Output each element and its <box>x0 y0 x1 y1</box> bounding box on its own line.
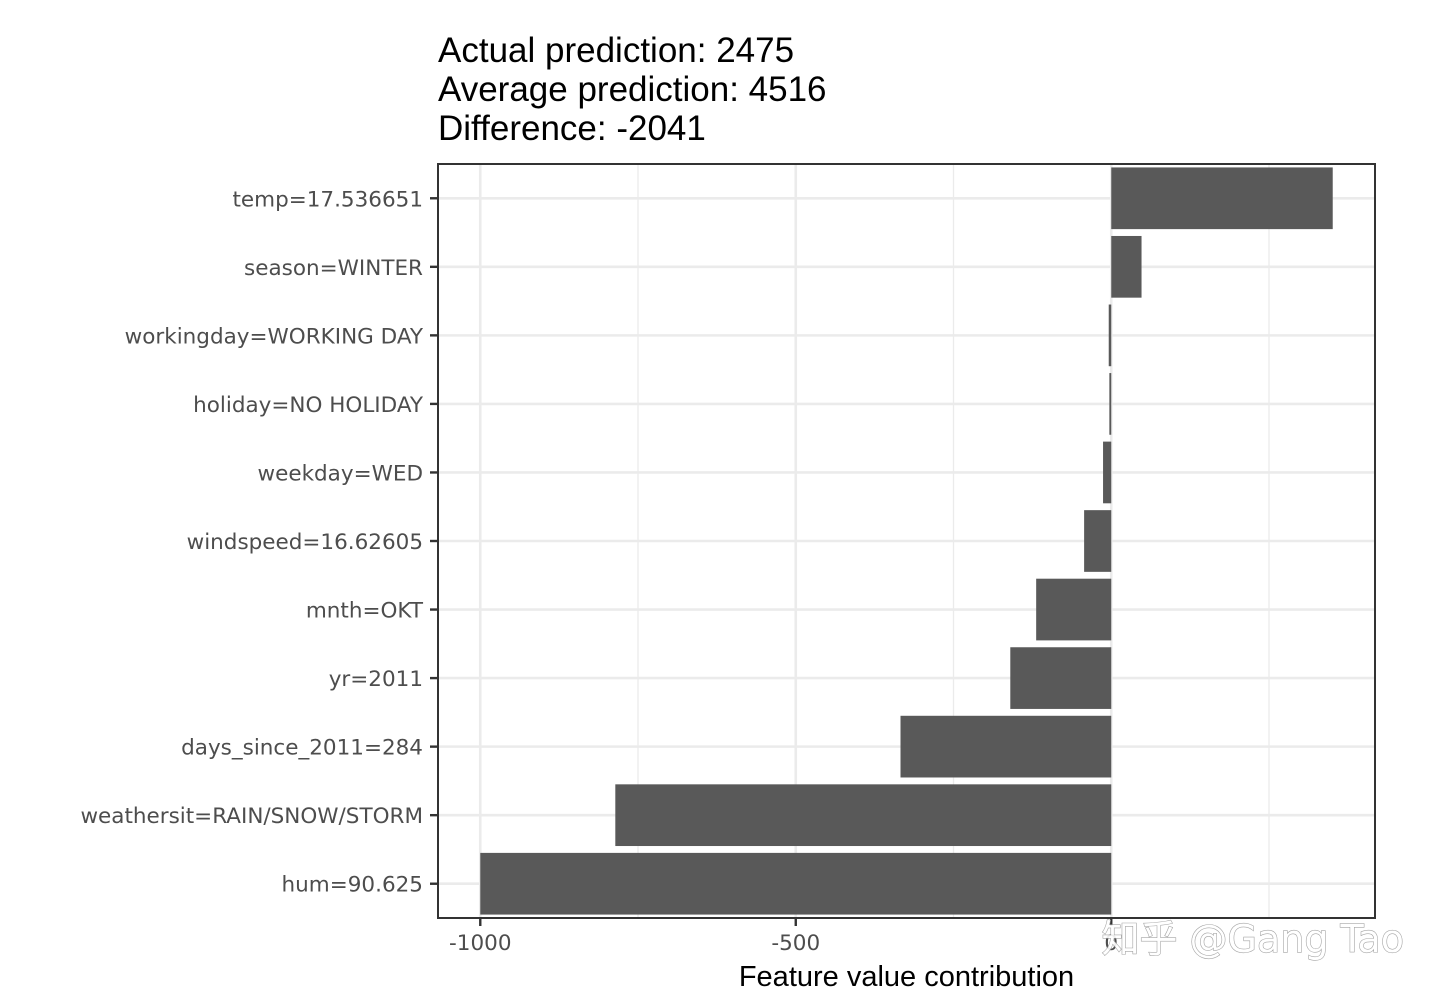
y-tick-label: hum=90.625 <box>282 873 423 898</box>
x-tick-label: -500 <box>771 931 820 956</box>
y-axis: temp=17.536651 season=WINTER workingday=WO… <box>80 187 438 898</box>
x-axis: -1000 -500 0 <box>449 918 1118 956</box>
y-tick-label: mnth=OKT <box>306 599 424 624</box>
bar <box>1109 373 1112 435</box>
bar <box>1084 510 1112 572</box>
bar <box>480 852 1112 915</box>
bar <box>1111 235 1142 298</box>
bar <box>1111 167 1333 230</box>
title-line: Difference: -2041 <box>438 109 706 148</box>
y-tick-label: workingday=WORKING DAY <box>125 324 424 349</box>
x-tick-label: -1000 <box>449 931 511 956</box>
y-tick-label: weathersit=RAIN/SNOW/STORM <box>80 804 423 829</box>
bar <box>900 715 1112 778</box>
bar <box>1103 441 1112 504</box>
y-tick-label: weekday=WED <box>258 461 423 486</box>
y-tick-label: temp=17.536651 <box>232 187 423 212</box>
title-line: Actual prediction: 2475 <box>438 31 794 70</box>
bar <box>1036 578 1112 641</box>
bar <box>1108 304 1112 367</box>
y-tick-label: days_since_2011=284 <box>181 736 423 761</box>
bars <box>480 167 1333 915</box>
x-axis-title: Feature value contribution <box>739 961 1074 993</box>
y-tick-label: holiday=NO HOLIDAY <box>193 393 424 418</box>
y-tick-label: season=WINTER <box>244 256 423 281</box>
bar <box>1010 647 1112 709</box>
x-tick-label: 0 <box>1104 931 1118 956</box>
watermark: 知乎 @Gang Tao <box>1101 917 1404 961</box>
y-tick-label: windspeed=16.62605 <box>187 530 423 555</box>
y-tick-label: yr=2011 <box>329 667 423 692</box>
bar <box>615 784 1112 847</box>
title-line: Average prediction: 4516 <box>438 70 827 109</box>
